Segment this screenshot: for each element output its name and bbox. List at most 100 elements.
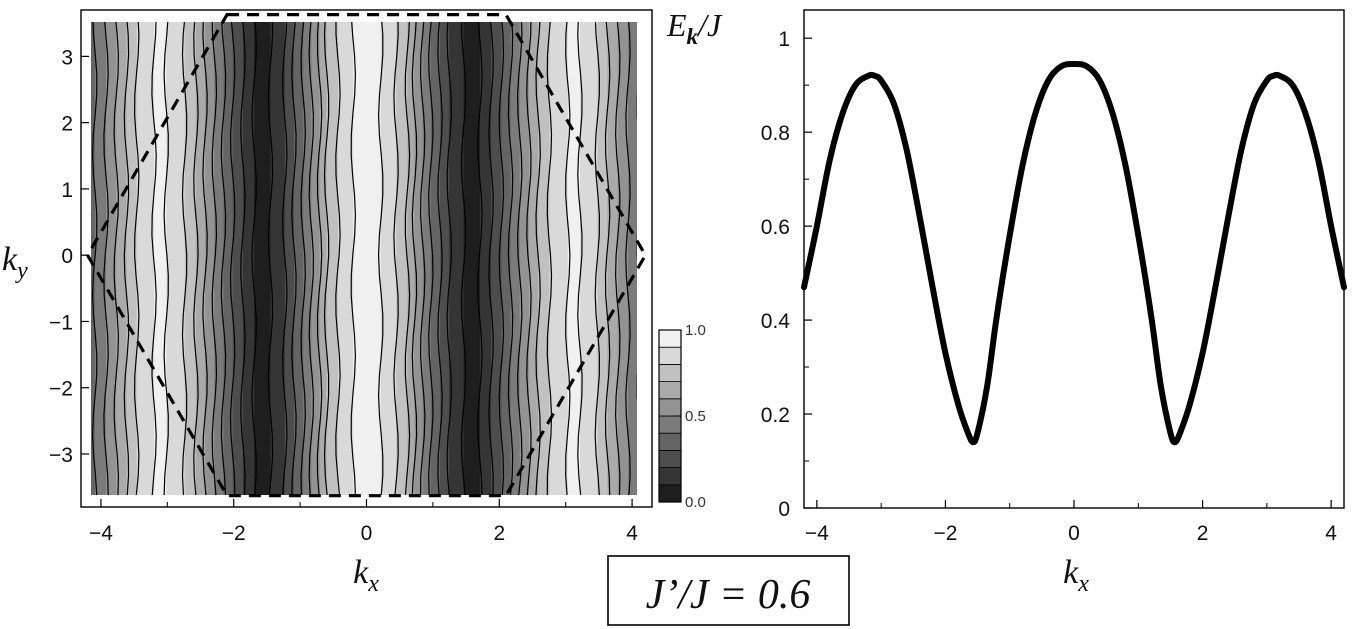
contour-line [91,22,98,495]
dispersion-y-tick-label: 1 [778,28,790,51]
contour-line [300,22,306,495]
contour-band [407,22,416,495]
colorbar-swatches [658,329,682,503]
contour-line [350,22,357,495]
contour-band [303,22,312,495]
colorbar: 1.0 0.5 0.0 [658,322,706,511]
contour-line [526,22,532,495]
contour-band [94,22,107,495]
contour-line [123,22,130,495]
contour-line [614,22,621,495]
contour-band [319,22,328,495]
contour-line [240,22,246,495]
contour-y-ticks: 3 2 1 0 −1 −2 −3 [49,46,89,467]
dispersion-x-tick-label: −2 [933,522,957,545]
contour-y-tick-label: 3 [61,46,73,69]
contour-band [205,22,215,495]
colorbar-tick-label: 1.0 [685,322,706,339]
contour-band [396,22,408,495]
contour-band [184,22,197,495]
contour-lines [91,22,637,495]
contour-band [270,22,286,495]
contour-line [335,22,341,495]
dispersion-plot: −4 −2 0 2 400.20.40.60.81 kx Ek/J [666,7,1347,597]
contour-line [202,22,208,495]
contour-line [308,22,315,495]
contour-x-tick-label: −4 [89,522,113,545]
contour-line [498,22,505,495]
contour-band [254,22,272,495]
contour-line [113,22,120,495]
contour-band [627,22,637,495]
contour-band [380,22,397,495]
contour-line [535,22,541,495]
colorbar-swatch [658,432,682,451]
contour-line [377,22,384,495]
contour-band [549,22,569,495]
contour-line [437,22,443,495]
dispersion-y-tick-label: 0.4 [761,310,791,333]
dispersion-curve [801,60,1347,446]
contour-line [316,22,323,495]
colorbar-swatch [658,346,682,365]
contour-x-tick-label: 4 [626,522,638,545]
contour-line [594,22,601,495]
contour-x-axis-label: kx [353,554,379,597]
contour-line [516,22,523,495]
contour-y-tick-label: −3 [49,444,73,467]
parameter-caption: J’/J = 0.6 [607,555,850,626]
colorbar-swatch [658,449,682,468]
contour-band [166,22,186,495]
contour-line [163,22,169,495]
contour-band [607,22,619,495]
colorbar-swatch [658,363,682,382]
contour-y-tick-label: 0 [61,245,73,268]
contour-line [103,22,109,495]
contour-line [577,22,583,495]
dispersion-x-tick-label: 0 [1068,522,1080,545]
contour-line [211,22,218,495]
colorbar-swatch [658,398,682,417]
contour-band [510,22,521,495]
contour-band [337,22,354,495]
contour-line [282,22,288,495]
contour-line [565,22,571,495]
contour-y-tick-label: −2 [49,378,73,401]
dispersion-grid-ticks: −4 −2 0 2 4 0 0.2 0.4 0.6 0.8 1 [761,28,1338,545]
contour-x-tick-label: 2 [493,522,505,545]
dispersion-x-axis-label: kx [1063,554,1089,597]
dispersion-y-tick-label: 0 [778,498,790,521]
contour-y-tick-label: 2 [61,113,73,136]
contour-band [223,22,234,495]
contour-line [133,22,140,495]
contour-band [528,22,539,495]
contour-band [430,22,441,495]
contour-line [404,22,411,495]
contour-band [311,22,321,495]
contour-x-axis-subscript: x [367,571,379,597]
contour-band [538,22,550,495]
contour-band [463,22,481,495]
contour-line [220,22,227,495]
contour-y-tick-label: 1 [61,179,73,202]
caption-text: J’/J = 0.6 [646,572,811,618]
contour-band [519,22,530,495]
contour-line [488,22,494,495]
contour-band [422,22,432,495]
contour-fill [91,15,646,496]
contour-band [126,22,138,495]
contour-band [195,22,206,495]
caption-box [607,555,850,626]
colorbar-tick-label: 0.0 [685,494,706,511]
contour-line [323,22,330,495]
contour-band [597,22,609,495]
dispersion-x-axis-subscript: x [1077,571,1089,597]
contour-line [181,22,188,495]
dispersion-y-axis-label: Ek/J [666,7,723,49]
dispersion-y-axis-suffix: /J [696,7,723,43]
contour-band [116,22,128,495]
contour-band [353,22,382,495]
contour-band [639,15,646,496]
colorbar-tick-label: 0.5 [685,408,706,425]
